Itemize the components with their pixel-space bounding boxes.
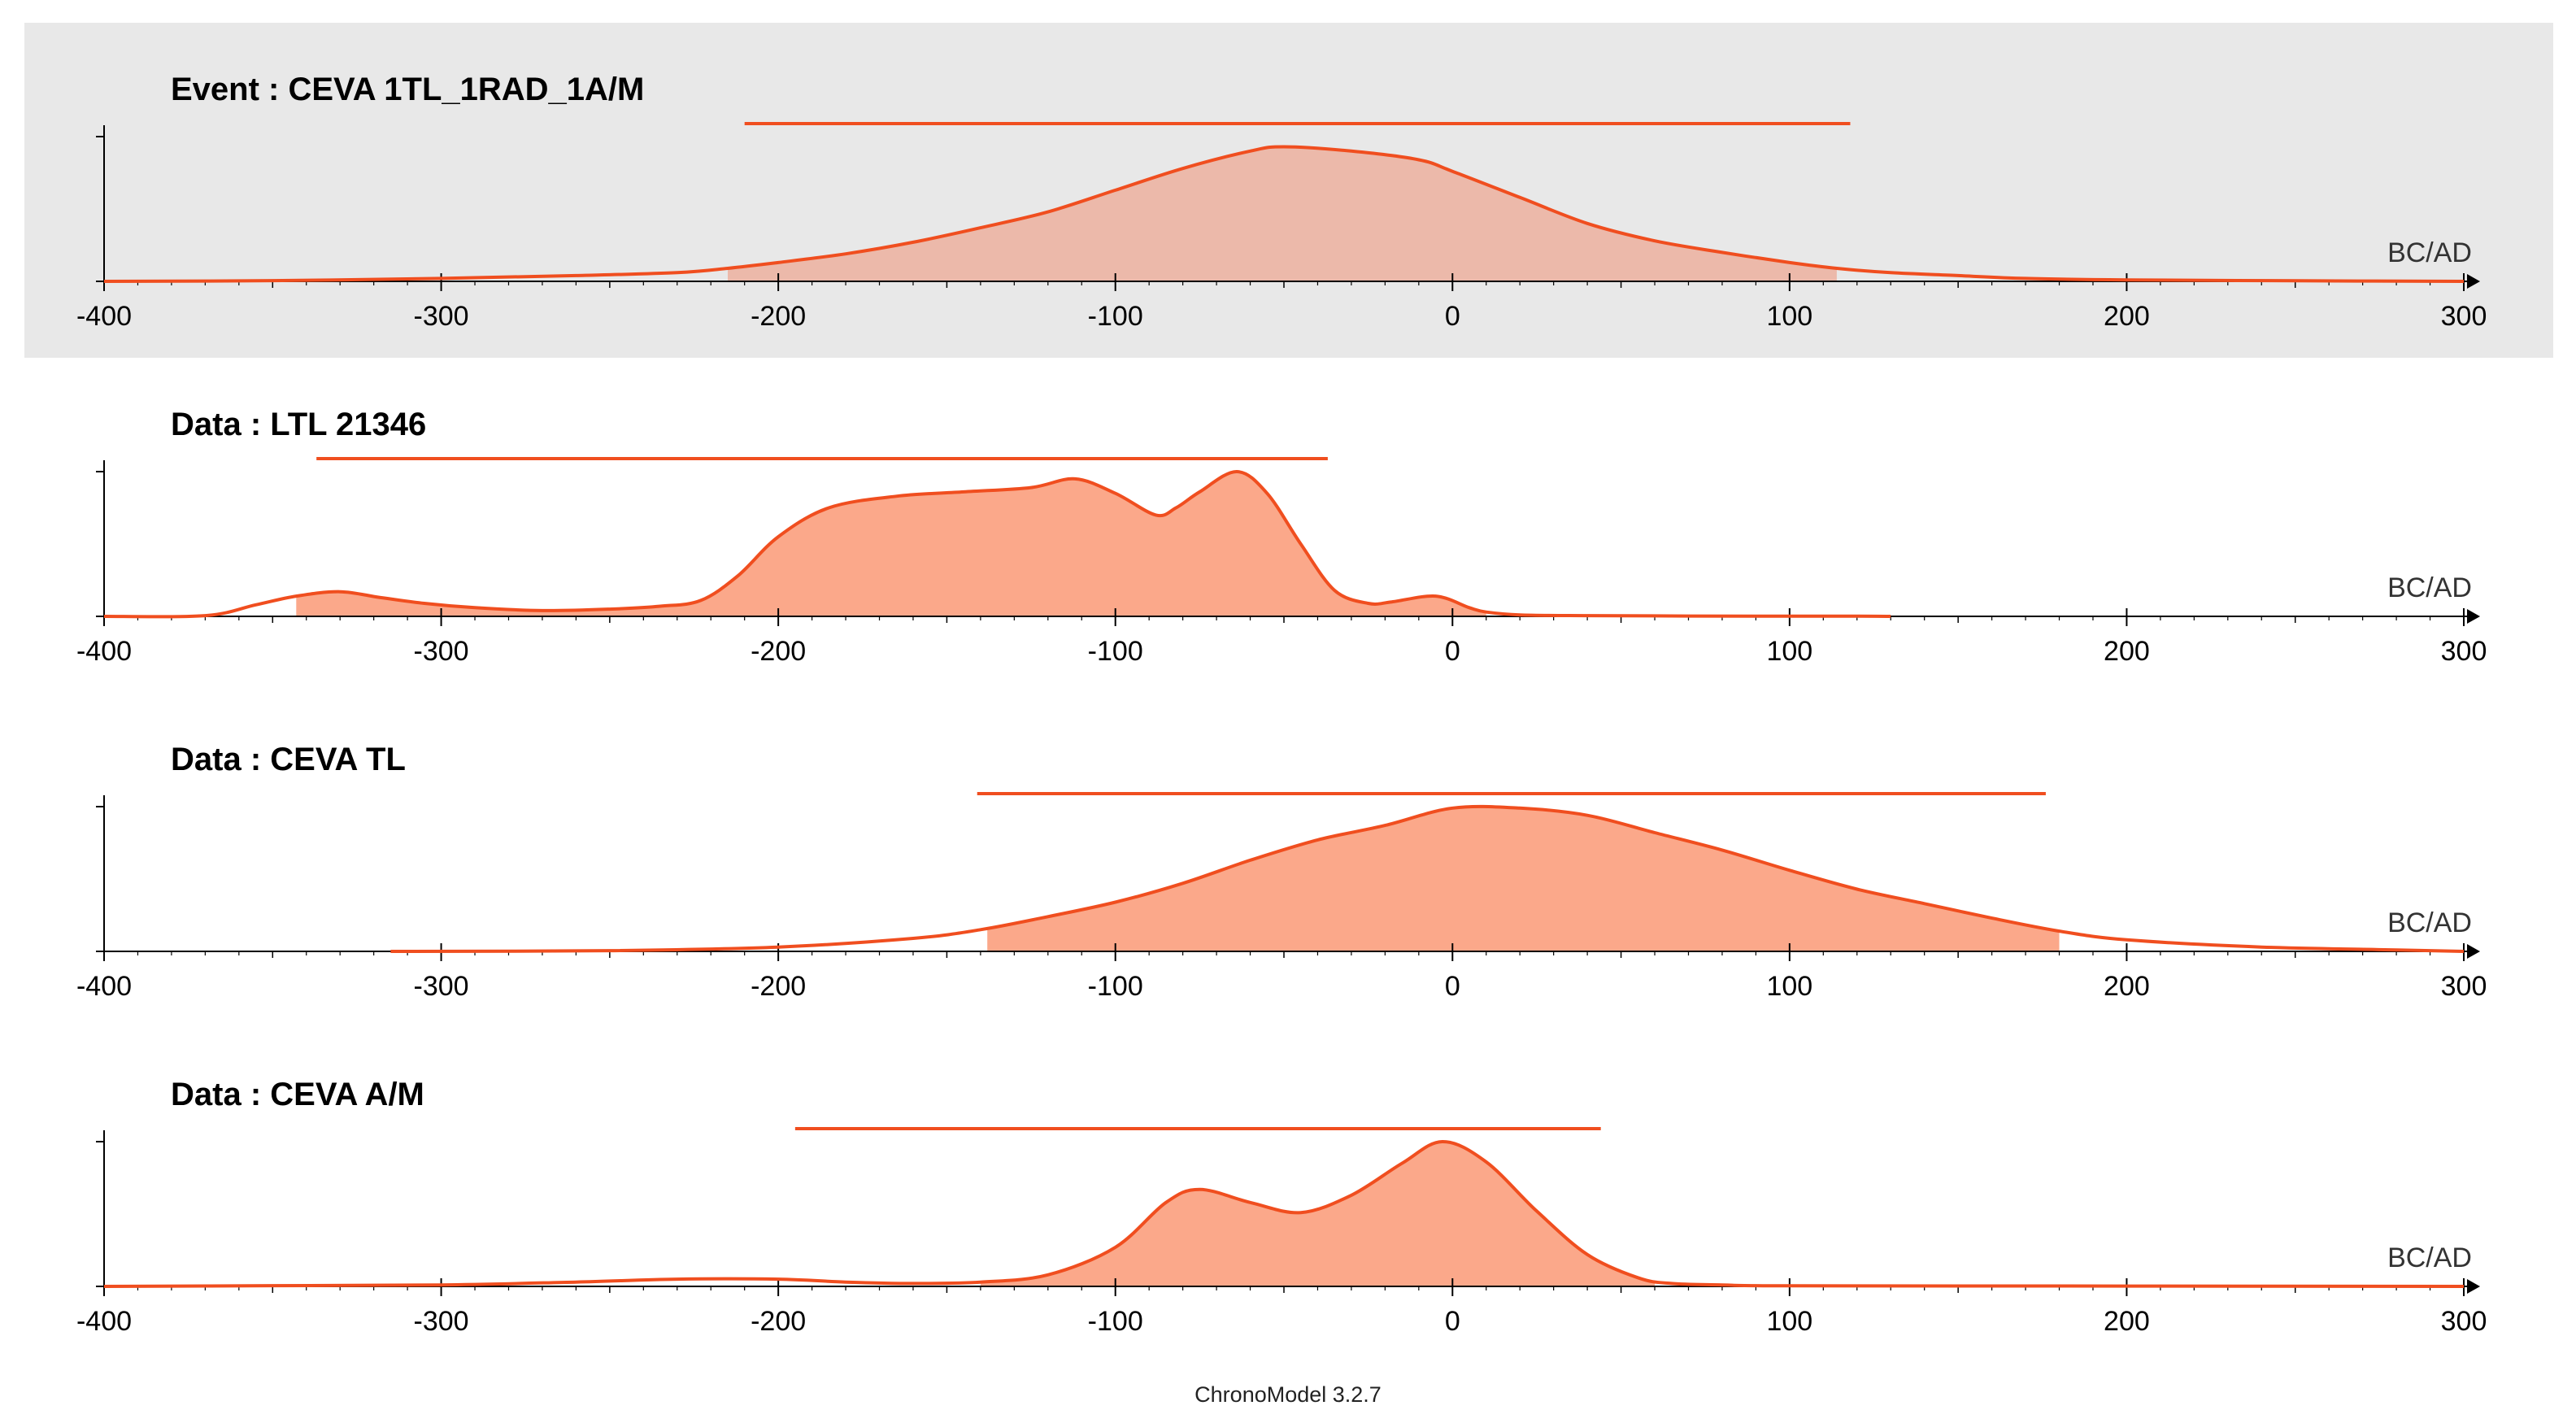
- x-tick-label: 300: [2441, 1306, 2487, 1337]
- x-tick-label: -100: [1088, 1306, 1143, 1337]
- x-tick-label: 200: [2104, 301, 2150, 332]
- x-tick-label: 200: [2104, 636, 2150, 667]
- x-axis-arrow-icon: [2467, 944, 2480, 959]
- x-tick-label: -300: [414, 636, 469, 667]
- x-tick-label: -300: [414, 301, 469, 332]
- x-tick-label: 200: [2104, 971, 2150, 1002]
- x-tick-label: 100: [1766, 636, 1812, 667]
- x-tick-label: -300: [414, 971, 469, 1002]
- x-tick-label: -100: [1088, 301, 1143, 332]
- x-tick-label: 300: [2441, 971, 2487, 1002]
- density-curve-line: [103, 145, 2465, 283]
- x-tick-label: 300: [2441, 301, 2487, 332]
- x-tick-label: 200: [2104, 1306, 2150, 1337]
- x-axis-label: BC/AD: [2387, 237, 2472, 268]
- density-chart-svg: -400 -300 -200 -100 0 100 200 300 BC/AD: [76, 457, 2487, 667]
- x-tick-label: -200: [751, 971, 806, 1002]
- chart-panel-ceva-tl[interactable]: Data : CEVA TL -400 -300 -200 -100 0 100 200 30…: [0, 693, 2576, 1028]
- x-axis-label: BC/AD: [2387, 907, 2472, 938]
- density-chart-svg: -400 -300 -200 -100 0 100 200 300 BC/AD: [76, 122, 2487, 332]
- panel-title: Data : CEVA TL: [171, 742, 406, 777]
- x-tick-label: 0: [1445, 971, 1460, 1002]
- x-tick-label: -400: [76, 971, 132, 1002]
- panel-title: Event : CEVA 1TL_1RAD_1A/M: [171, 72, 645, 107]
- x-tick-label: 100: [1766, 301, 1812, 332]
- x-axis-arrow-icon: [2467, 1279, 2480, 1294]
- hpd-area-fill: [987, 806, 2060, 951]
- hpd-area-fill: [980, 1141, 1655, 1286]
- x-tick-label: -400: [76, 1306, 132, 1337]
- density-curve-line: [103, 469, 1891, 619]
- x-tick-label: -200: [751, 301, 806, 332]
- x-tick-label: -400: [76, 636, 132, 667]
- x-tick-label: -400: [76, 301, 132, 332]
- x-tick-label: -100: [1088, 636, 1143, 667]
- x-axis-arrow-icon: [2467, 609, 2480, 624]
- density-chart-svg: -400 -300 -200 -100 0 100 200 300 BC/AD: [76, 1127, 2487, 1337]
- x-tick-label: -200: [751, 1306, 806, 1337]
- panel-title: Data : CEVA A/M: [171, 1077, 424, 1112]
- x-tick-label: 100: [1766, 1306, 1812, 1337]
- panel-title: Data : LTL 21346: [171, 407, 427, 442]
- x-tick-label: 300: [2441, 636, 2487, 667]
- hpd-area-fill: [728, 146, 1837, 281]
- x-tick-label: 0: [1445, 636, 1460, 667]
- x-tick-label: 0: [1445, 1306, 1460, 1337]
- chart-panel-ltl-21346[interactable]: Data : LTL 21346 -400 -300 -200 -100 0 100 200…: [0, 358, 2576, 693]
- x-tick-label: -200: [751, 636, 806, 667]
- density-curve-line: [390, 804, 2465, 953]
- x-axis-label: BC/AD: [2387, 1242, 2472, 1273]
- x-tick-label: -300: [414, 1306, 469, 1337]
- x-tick-label: 100: [1766, 971, 1812, 1002]
- density-curve-line: [103, 1139, 2465, 1288]
- density-chart-svg: -400 -300 -200 -100 0 100 200 300 BC/AD: [76, 792, 2487, 1002]
- hpd-area-fill: [296, 471, 1486, 616]
- x-axis-label: BC/AD: [2387, 572, 2472, 603]
- x-axis-arrow-icon: [2467, 274, 2480, 289]
- chart-panel-event[interactable]: Event : CEVA 1TL_1RAD_1A/M -400 -300 -200-…: [0, 23, 2576, 358]
- chart-panel-ceva-am[interactable]: Data : CEVA A/M -400 -300 -200 -100 0 100 200 3…: [0, 1028, 2576, 1363]
- x-tick-label: 0: [1445, 301, 1460, 332]
- x-tick-label: -100: [1088, 971, 1143, 1002]
- app-version-footer: ChronoModel 3.2.7: [1194, 1382, 1382, 1407]
